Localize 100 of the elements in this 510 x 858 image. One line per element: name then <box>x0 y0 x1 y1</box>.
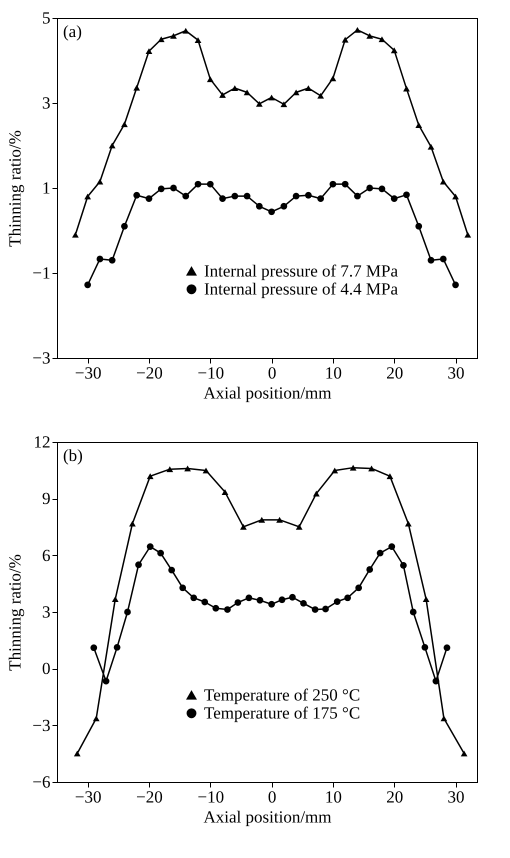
point <box>368 466 375 472</box>
point <box>84 194 92 200</box>
point <box>268 600 275 608</box>
point <box>96 178 104 185</box>
y-axis-title: Thinning ratio/% <box>5 554 24 671</box>
point <box>146 473 154 480</box>
y-axis-title: Thinning ratio/% <box>5 130 24 247</box>
point <box>268 208 275 216</box>
point <box>129 520 136 527</box>
point <box>133 84 140 91</box>
point <box>280 202 288 210</box>
point <box>422 596 430 602</box>
point <box>289 594 296 601</box>
x-tick-label: 20 <box>386 364 404 382</box>
point <box>244 192 250 200</box>
x-tick-label: 10 <box>324 788 342 806</box>
point <box>114 644 120 651</box>
point <box>317 195 324 202</box>
x-tick-label: −20 <box>136 788 163 806</box>
point <box>366 32 374 39</box>
point <box>292 192 300 200</box>
point <box>121 121 128 128</box>
point <box>276 516 283 523</box>
point <box>92 715 100 722</box>
point <box>390 47 398 54</box>
point <box>112 596 119 602</box>
point <box>440 715 448 722</box>
point <box>432 678 440 684</box>
point <box>256 202 263 210</box>
point <box>146 195 152 202</box>
point <box>355 584 362 592</box>
point <box>317 92 324 99</box>
x-axis-title: Axial position/mm <box>204 808 332 826</box>
point <box>415 222 422 230</box>
x-tick-label: 30 <box>448 364 465 382</box>
point <box>166 466 174 472</box>
x-tick-label: −30 <box>74 364 102 382</box>
point <box>354 26 361 33</box>
point <box>135 561 142 568</box>
x-tick-label: 20 <box>386 788 404 806</box>
point <box>300 600 307 607</box>
x-tick-label: 0 <box>268 788 276 806</box>
point <box>350 464 356 471</box>
point <box>313 490 320 496</box>
point <box>278 596 286 604</box>
x-tick-label: 0 <box>268 364 276 382</box>
point <box>344 594 351 602</box>
point <box>366 566 374 573</box>
point <box>244 89 250 96</box>
point <box>96 256 104 262</box>
point <box>72 232 79 238</box>
point <box>108 256 116 264</box>
point <box>168 566 176 574</box>
point <box>201 598 208 606</box>
point <box>194 37 202 44</box>
point <box>330 75 336 82</box>
x-tick-label: −30 <box>74 788 102 806</box>
point <box>403 191 410 198</box>
annotation: (b) <box>63 446 83 465</box>
y-tick-label: −3 <box>32 348 50 368</box>
x-tick-label: 30 <box>448 788 465 806</box>
point <box>182 192 190 200</box>
legend-label: Internal pressure of 7.7 MPa <box>204 261 398 280</box>
point <box>305 85 312 92</box>
point <box>182 28 190 34</box>
y-tick-label: 12 <box>34 432 50 452</box>
point <box>240 524 247 530</box>
point <box>231 85 238 92</box>
point <box>170 184 177 192</box>
x-axis-title: Axial position/mm <box>204 384 332 402</box>
point <box>170 32 177 39</box>
point <box>184 466 191 472</box>
point <box>386 473 394 480</box>
point <box>452 194 459 200</box>
point <box>422 644 428 651</box>
point <box>322 606 329 612</box>
point <box>376 550 384 556</box>
point <box>194 180 202 188</box>
annotation: (a) <box>63 22 82 41</box>
x-tick-label: −20 <box>136 364 163 382</box>
point <box>108 142 116 148</box>
point <box>212 604 220 612</box>
point <box>202 468 210 474</box>
y-tick-label: 0 <box>42 659 50 678</box>
point <box>378 186 386 192</box>
point <box>415 122 422 128</box>
legend-label: Internal pressure of 4.4 MPa <box>204 279 398 298</box>
point <box>157 550 164 556</box>
point <box>428 144 434 150</box>
point <box>231 192 238 200</box>
point <box>84 282 92 288</box>
point <box>342 36 349 43</box>
legend-label: Temperature of 175 °C <box>204 703 360 722</box>
point <box>378 36 386 42</box>
point <box>312 606 318 613</box>
point <box>206 180 214 188</box>
point <box>121 222 128 230</box>
point <box>280 101 288 108</box>
point <box>102 678 110 684</box>
point <box>158 36 165 42</box>
